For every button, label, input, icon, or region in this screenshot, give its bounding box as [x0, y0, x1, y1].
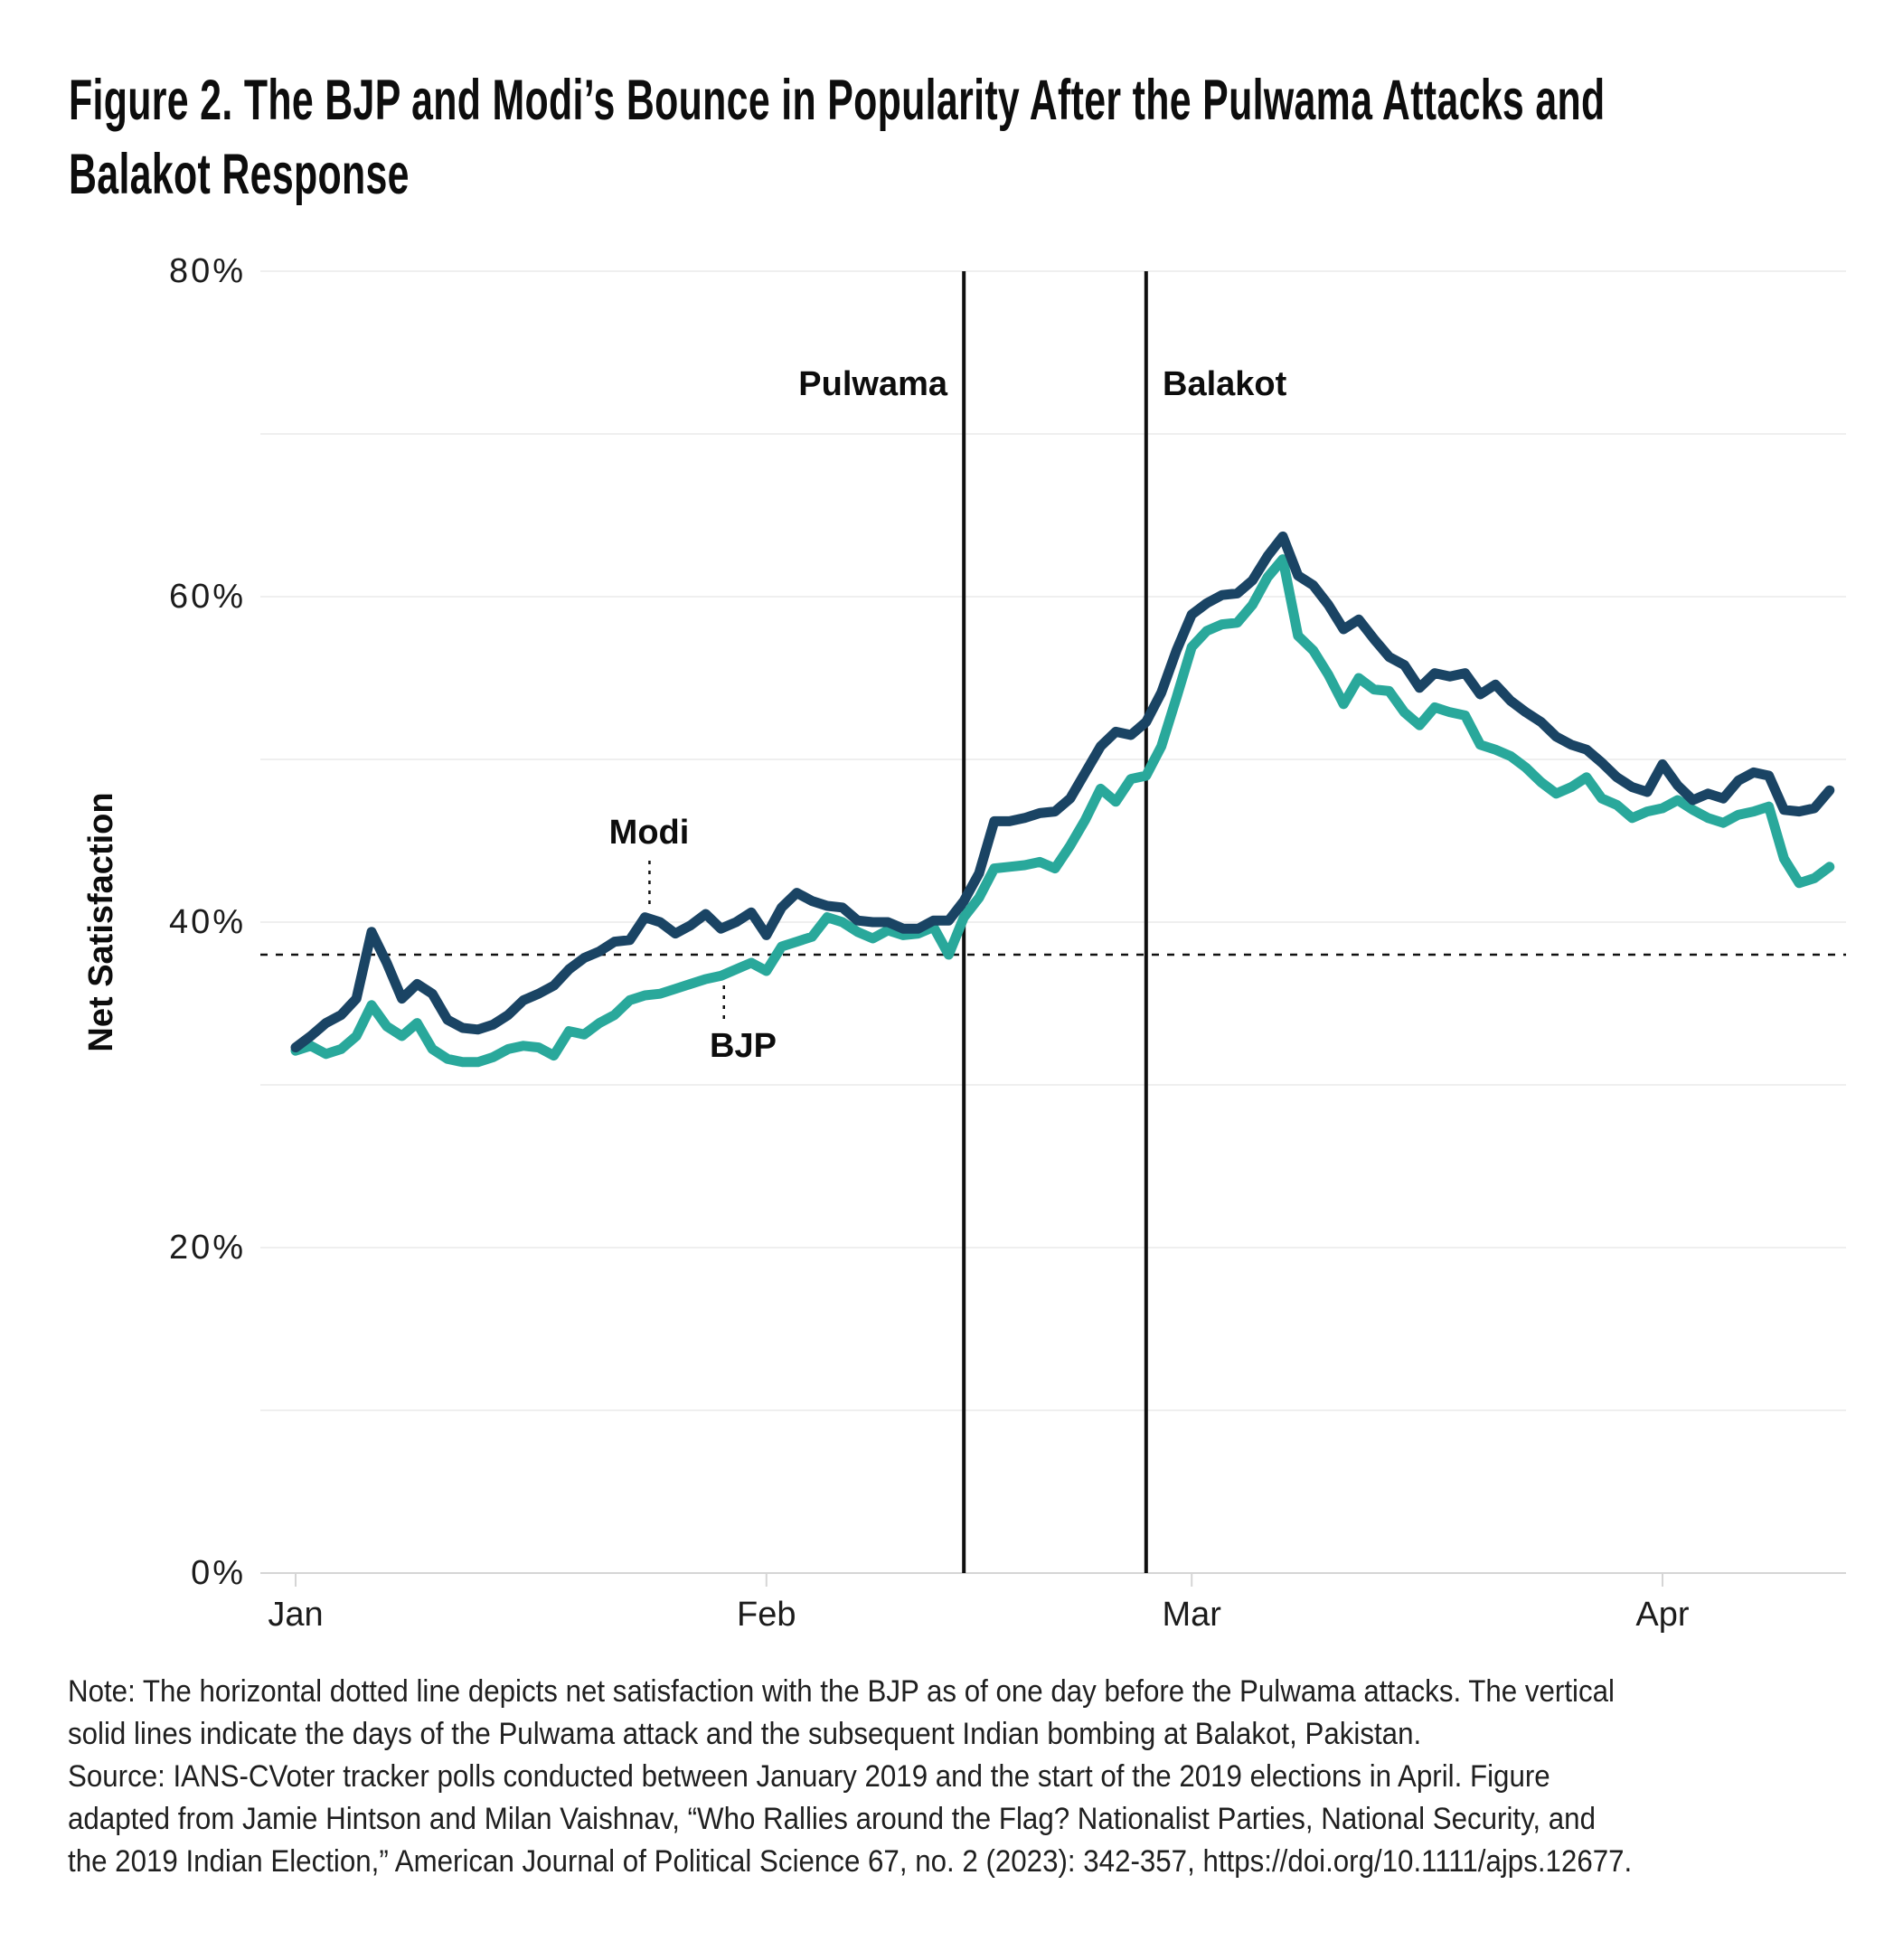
- note-line-5: the 2019 Indian Election,” American Jour…: [68, 1844, 1633, 1879]
- note-line-4: adapted from Jamie Hintson and Milan Vai…: [68, 1802, 1596, 1836]
- y-tick-label: 40%: [168, 903, 246, 941]
- x-tick-label: Mar: [1162, 1596, 1221, 1634]
- y-tick-label: 20%: [168, 1229, 246, 1267]
- x-tick-label: Apr: [1635, 1596, 1690, 1634]
- modi-data-line: [290, 531, 1835, 1053]
- bjp-data-line: [290, 554, 1835, 1068]
- note-line-1: Note: The horizontal dotted line depicts…: [68, 1674, 1615, 1709]
- modi-series-label: Modi: [608, 814, 690, 852]
- note-line-2: solid lines indicate the days of the Pul…: [68, 1717, 1422, 1751]
- note-line-3: Source: IANS-CVoter tracker polls conduc…: [68, 1759, 1550, 1794]
- figure-title: Figure 2. The BJP and Modi’s Bounce in P…: [69, 63, 1884, 212]
- balakot-event-label: Balakot: [1163, 365, 1287, 403]
- y-tick-label: 80%: [168, 252, 246, 290]
- note-block: Note: The horizontal dotted line depicts…: [68, 1671, 1768, 1883]
- x-tick-label: Feb: [737, 1596, 796, 1634]
- x-tick-label: Jan: [268, 1596, 324, 1634]
- y-tick-label: 60%: [168, 578, 246, 616]
- pulwama-event-label: Pulwama: [798, 365, 947, 403]
- figure-title-line-1: Figure 2. The BJP and Modi’s Bounce in P…: [69, 69, 1606, 132]
- bjp-series-label: BJP: [710, 1027, 777, 1065]
- figure-title-line-2: Balakot Response: [69, 143, 410, 206]
- y-tick-label: 0%: [191, 1554, 246, 1592]
